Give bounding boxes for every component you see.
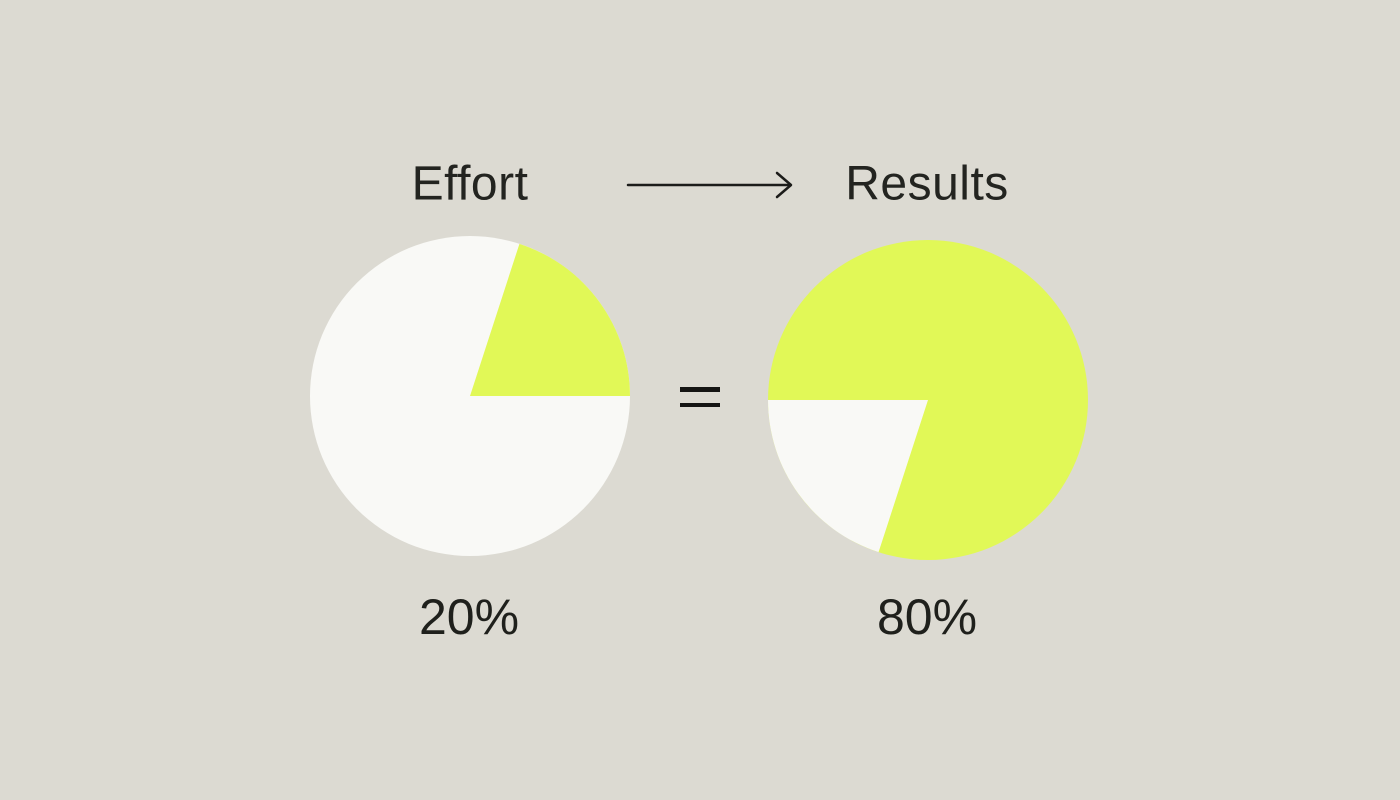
results-pie-segment-remainder [768,400,928,553]
results-pie-chart [768,240,1088,560]
effort-pie-chart [310,236,630,556]
effort-pie-segment-highlighted [470,243,630,396]
results-label: Results [845,157,1009,211]
effort-percent-label: 20% [418,589,520,645]
right-arrow-icon [626,171,793,199]
equals-sign [680,387,720,407]
equals-bottom-bar [680,402,720,407]
equals-top-bar [680,387,720,392]
results-percent-label: 80% [876,589,978,645]
effort-label: Effort [411,157,529,211]
